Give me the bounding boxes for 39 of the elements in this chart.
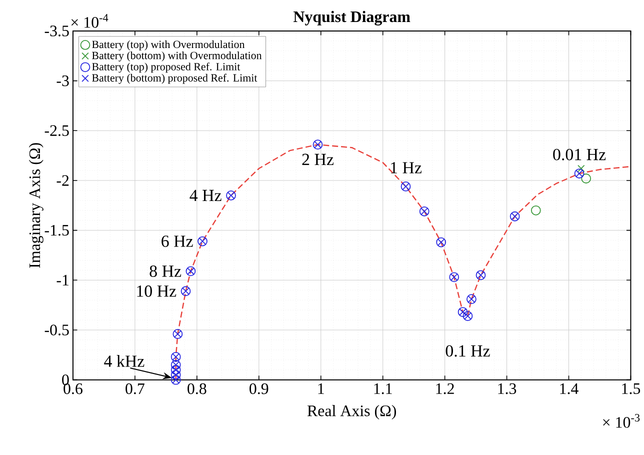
point xyxy=(581,174,592,184)
text: × 10$^{-3}$ xyxy=(603,414,640,428)
legend-label: Battery (bottom) proposed Ref. Limit xyxy=(92,74,258,84)
chart-title: Nyquist Diagram xyxy=(294,11,410,26)
y-tick-label: 0 xyxy=(62,374,69,386)
x-tick-label: 1.3 xyxy=(498,383,516,394)
y-tick-label: -1 xyxy=(56,275,68,286)
legend-label: Battery (bottom) with Overmodulation xyxy=(92,52,262,62)
x-tick-label: 1.2 xyxy=(436,383,454,394)
x-tick-label: 1.4 xyxy=(560,383,578,394)
annotation: 1 Hz xyxy=(391,162,422,174)
x-tick-label: 0.9 xyxy=(250,383,268,394)
y-tick-label: -3.5 xyxy=(44,26,69,36)
annotation: 0.1 Hz xyxy=(446,345,490,357)
x-tick-label: 0.6 xyxy=(64,383,82,394)
y-tick-label: -2 xyxy=(56,175,69,186)
legend-label: Battery (top) proposed Ref. Limit xyxy=(92,62,240,73)
y-tick-label: -0.5 xyxy=(44,324,69,336)
y-tick-label: -2.5 xyxy=(44,125,69,136)
annotation: 8 Hz xyxy=(150,266,182,277)
annotation: 0.01 Hz xyxy=(553,148,606,160)
y-axis-title: Imaginary Axis (Ω) xyxy=(28,143,44,268)
legend-label: Battery (top) with Overmodulation xyxy=(92,40,245,50)
annotation: 2 Hz xyxy=(302,154,334,166)
annotation: 6 Hz xyxy=(162,236,193,248)
annotation: 10 Hz xyxy=(137,286,176,297)
y-tick-label: -1.5 xyxy=(44,225,69,236)
point xyxy=(530,206,541,216)
x-axis-title: Real Axis (Ω) xyxy=(307,405,396,420)
x-tick-label: 1.1 xyxy=(374,383,392,394)
text: × 10$^{-4}$ xyxy=(71,14,108,28)
x-tick-label: 0.8 xyxy=(188,383,206,394)
x-tick-label: 1 xyxy=(318,383,324,394)
y-tick-label: -3 xyxy=(56,76,69,86)
x-tick-label: 0.7 xyxy=(126,383,144,394)
x-tick-label: 1.5 xyxy=(622,383,640,394)
annotation: 4 Hz xyxy=(190,190,222,202)
annotation: 4 kHz xyxy=(104,355,144,367)
point xyxy=(578,164,585,172)
